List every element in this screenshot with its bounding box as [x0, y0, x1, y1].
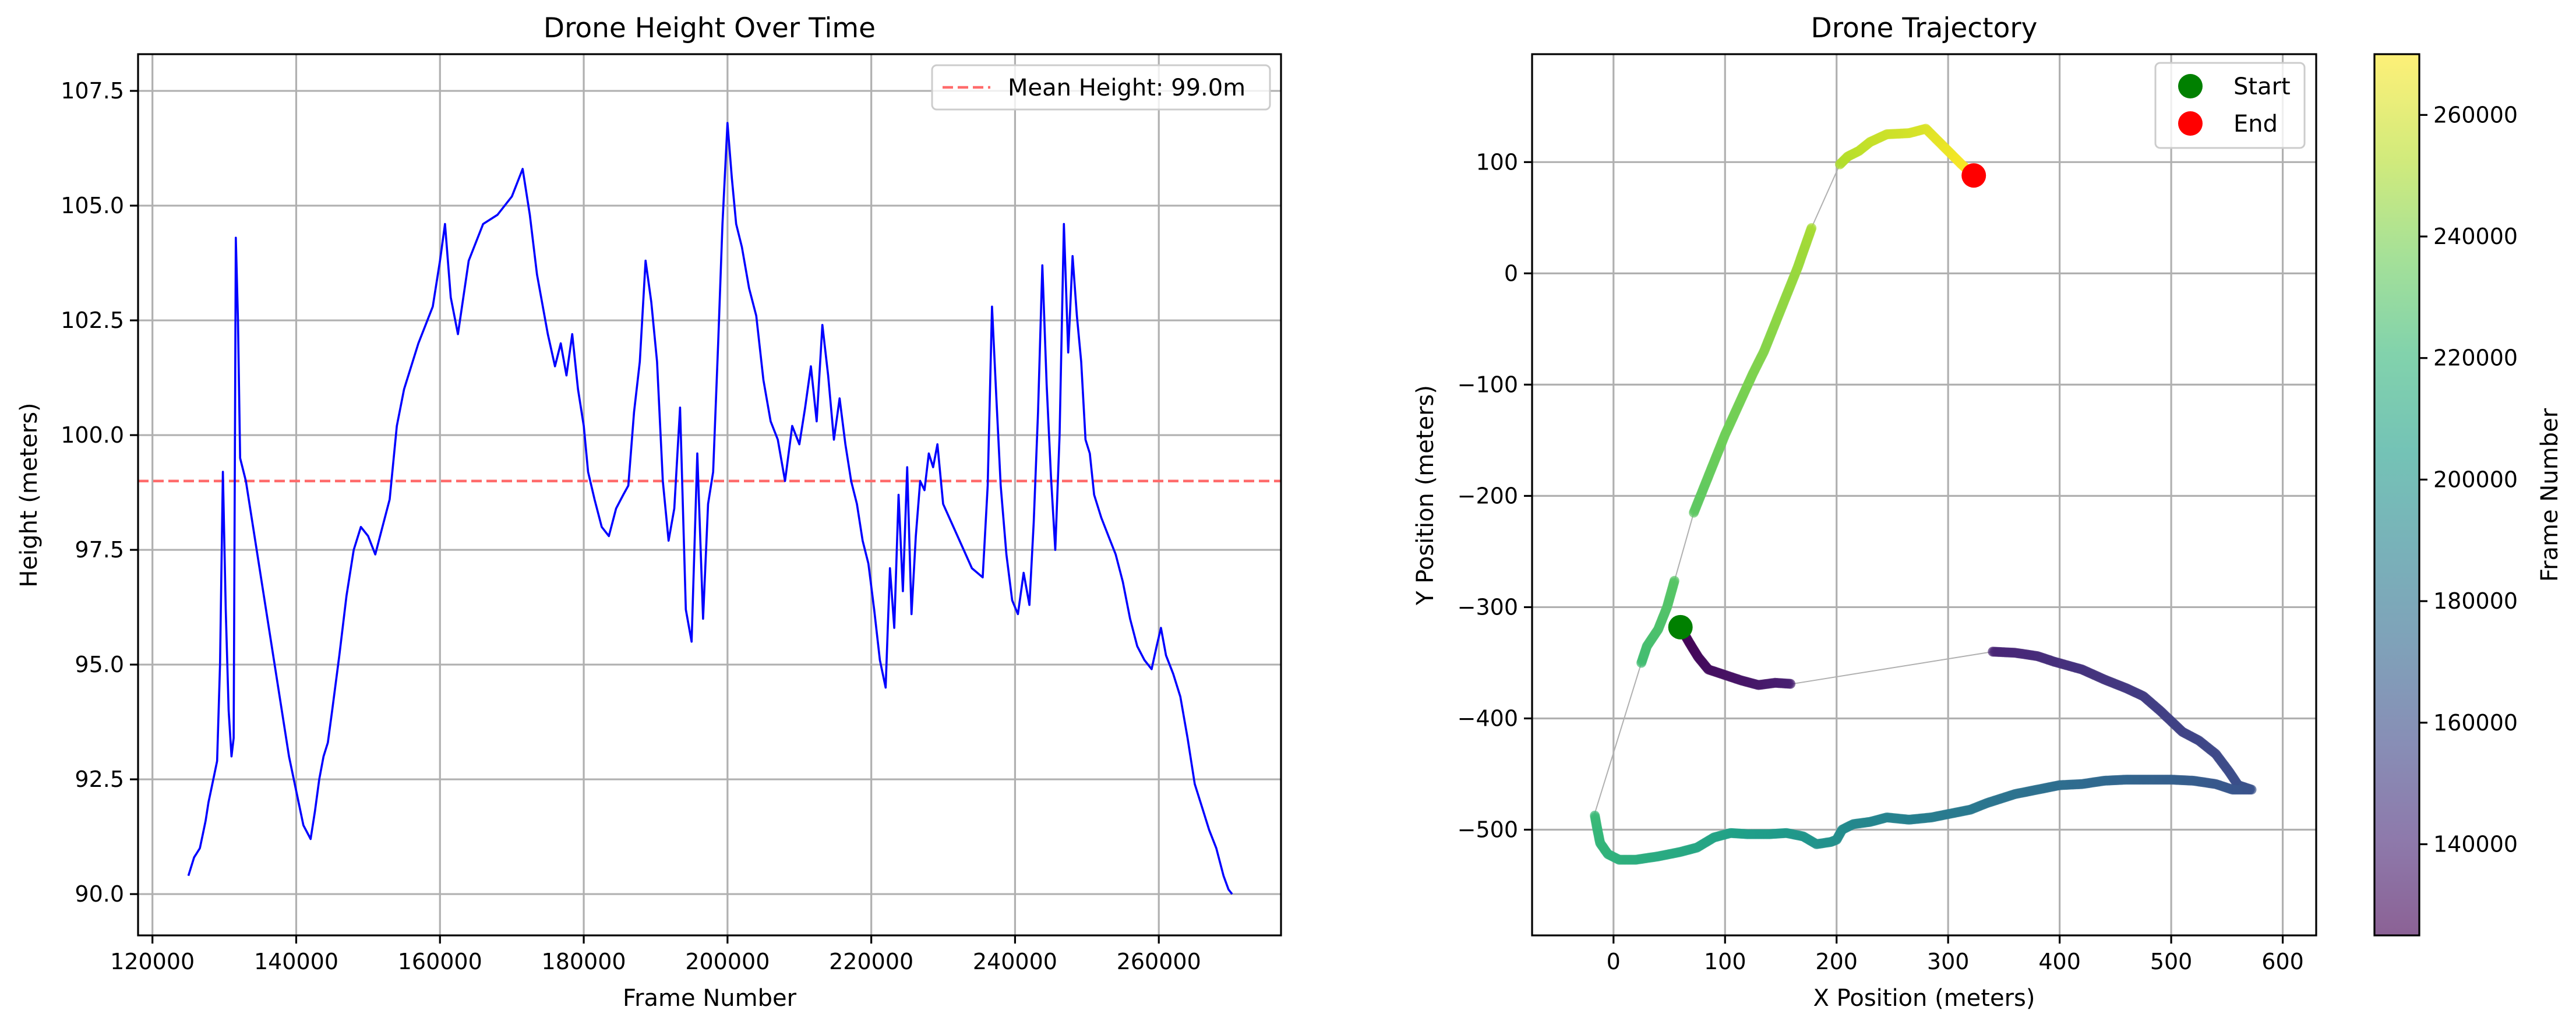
colorbar-tick-label: 200000: [2433, 467, 2518, 492]
height-series-line: [187, 122, 1233, 895]
y-tick-label: 92.5: [75, 766, 124, 792]
y-tick-label: −400: [1458, 705, 1518, 731]
x-tick-label: 200000: [685, 949, 770, 974]
colorbar-frame: [2373, 53, 2420, 937]
height-chart-ylabel: Height (meters): [16, 402, 43, 587]
start-marker: [1668, 614, 1693, 640]
trajectory-point: [1806, 223, 1817, 234]
y-tick-label: 102.5: [61, 308, 124, 333]
y-tick-label: 90.0: [75, 881, 124, 907]
y-tick-label: 97.5: [75, 537, 124, 563]
trajectory-chart-ticks: 0 100 200 300 400 500 600 −500 −400 −300 −200 −100 0…: [1458, 149, 2304, 974]
y-tick-label: −500: [1458, 817, 1518, 843]
x-tick-label: 240000: [973, 949, 1057, 974]
height-chart-frame: [137, 53, 1282, 937]
height-chart-legend: Mean Height: 99.0m: [931, 64, 1271, 111]
x-tick-label: 160000: [398, 949, 482, 974]
x-tick-label: 400: [2038, 949, 2081, 974]
y-tick-label: 100.0: [61, 422, 124, 448]
colorbar-label: Frame Number: [2536, 408, 2563, 582]
colorbar-ticks: 140000 160000 180000 200000 220000 240000 2600…: [2419, 102, 2518, 857]
height-chart-title: Drone Height Over Time: [544, 12, 876, 44]
y-tick-label: 105.0: [61, 193, 124, 218]
trajectory-chart-legend: Start End: [2154, 62, 2306, 149]
height-chart-grid: [138, 54, 1281, 935]
colorbar-tick-label: 160000: [2433, 710, 2518, 736]
x-tick-label: 500: [2150, 949, 2193, 974]
legend-end-label: End: [2233, 111, 2278, 137]
x-tick-label: 300: [1927, 949, 1970, 974]
x-tick-label: 100: [1704, 949, 1746, 974]
trajectory-chart: 0 100 200 300 400 500 600 −500 −400 −300 −200 −100 0…: [1412, 12, 2317, 1012]
colorbar-tick-label: 260000: [2433, 102, 2518, 128]
legend-mean-label: Mean Height: 99.0m: [1008, 75, 1245, 101]
trajectory-chart-xlabel: X Position (meters): [1813, 985, 2035, 1012]
colorbar-tick-label: 140000: [2433, 831, 2518, 857]
trajectory-chart-ylabel: Y Position (meters): [1412, 385, 1439, 606]
trajectory-point: [1669, 575, 1679, 586]
x-tick-label: 120000: [110, 949, 195, 974]
legend-box: [931, 64, 1271, 111]
legend-start-swatch: [2178, 74, 2203, 98]
y-tick-label: 95.0: [75, 652, 124, 677]
trajectory-point: [1590, 810, 1600, 821]
y-tick-label: 0: [1504, 260, 1518, 286]
x-tick-label: 220000: [829, 949, 913, 974]
end-marker: [1961, 163, 1986, 188]
y-tick-label: −200: [1458, 483, 1518, 508]
x-tick-label: 140000: [254, 949, 338, 974]
y-tick-label: 107.5: [61, 78, 124, 104]
x-tick-label: 200: [1815, 949, 1858, 974]
trajectory-chart-title: Drone Trajectory: [1811, 12, 2038, 44]
colorbar-tick-label: 240000: [2433, 224, 2518, 249]
y-tick-label: −300: [1458, 594, 1518, 620]
x-tick-label: 0: [1607, 949, 1621, 974]
trajectory-points: [1590, 123, 2257, 865]
height-chart: 120000 140000 160000 180000 200000 220000 2400…: [16, 12, 1282, 1012]
height-chart-xlabel: Frame Number: [623, 985, 797, 1012]
legend-end-swatch: [2178, 111, 2203, 136]
height-chart-ticks: 120000 140000 160000 180000 200000 220000 2400…: [61, 78, 1201, 974]
trajectory-connector-line: [1594, 128, 2252, 861]
x-tick-label: 180000: [542, 949, 626, 974]
colorbar-tick-label: 180000: [2433, 588, 2518, 614]
trajectory-point: [1785, 679, 1795, 689]
x-tick-label: 600: [2261, 949, 2304, 974]
y-tick-label: −100: [1458, 372, 1518, 397]
trajectory-chart-grid: [1532, 54, 2316, 935]
trajectory-chart-frame: [1531, 53, 2317, 937]
colorbar-gradient: [2374, 54, 2419, 935]
colorbar-tick-label: 220000: [2433, 345, 2518, 371]
x-tick-label: 260000: [1117, 949, 1201, 974]
frame-number-colorbar: 140000 160000 180000 200000 220000 240000 2600…: [2373, 53, 2563, 937]
y-tick-label: 100: [1476, 149, 1518, 175]
legend-start-label: Start: [2233, 73, 2291, 100]
